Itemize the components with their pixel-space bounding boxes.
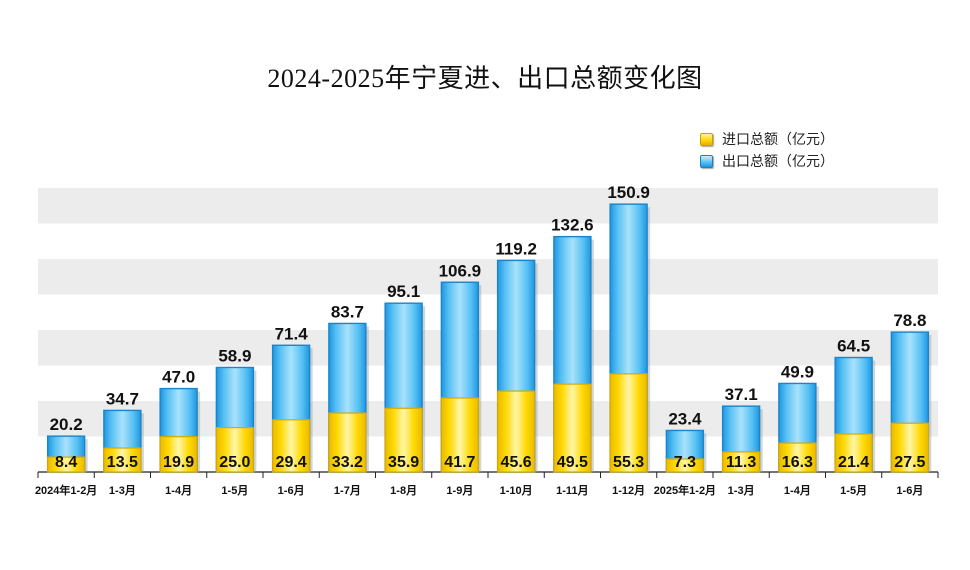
label-export: 64.5 (837, 337, 870, 356)
grid-band (38, 223, 938, 259)
label-import: 27.5 (894, 454, 925, 471)
label-import: 19.9 (163, 454, 194, 471)
label-import: 55.3 (613, 454, 644, 471)
label-import: 35.9 (388, 454, 419, 471)
label-import: 29.4 (276, 454, 307, 471)
x-tick-label: 2025年1-2月 (654, 483, 716, 497)
bar-import (215, 427, 254, 473)
label-import: 25.0 (219, 454, 250, 471)
x-tick-label: 1-5月 (221, 484, 248, 497)
bar-import (440, 397, 479, 473)
label-import: 8.4 (55, 454, 77, 471)
grid-band (38, 330, 938, 366)
label-export: 58.9 (218, 346, 251, 365)
x-tick-label: 1-8月 (390, 484, 417, 497)
label-export: 34.7 (106, 389, 139, 408)
label-export: 23.4 (668, 409, 702, 428)
label-export: 106.9 (439, 261, 482, 280)
label-import: 49.5 (557, 454, 588, 471)
bar-import (890, 422, 929, 473)
grid-band (38, 188, 938, 224)
x-tick-label: 2024年1-2月 (35, 483, 97, 497)
bar-import (497, 390, 536, 473)
label-export: 119.2 (495, 239, 537, 258)
label-export: 78.8 (893, 311, 926, 330)
x-tick-label: 1-12月 (612, 484, 645, 497)
bar-import (722, 451, 761, 473)
x-tick-label: 1-7月 (334, 484, 361, 497)
label-export: 71.4 (275, 324, 309, 343)
x-tick-label: 1-6月 (896, 484, 923, 497)
legend-label-export: 出口总额（亿元） (722, 154, 834, 170)
x-tick-label: 1-3月 (728, 484, 755, 497)
bar-import (834, 433, 873, 473)
bar-import (553, 383, 592, 473)
label-import: 16.3 (782, 454, 813, 471)
label-export: 83.7 (331, 302, 364, 321)
legend: 进口总额（亿元） 出口总额（亿元） (700, 128, 834, 172)
legend-swatch-import (700, 132, 713, 146)
grid-band (38, 294, 938, 330)
bar-import (609, 373, 648, 473)
label-export: 132.6 (551, 216, 594, 235)
label-export: 49.9 (781, 362, 814, 381)
label-import: 41.7 (444, 454, 475, 471)
bar-import (272, 419, 311, 473)
legend-item-import: 进口总额（亿元） (700, 128, 834, 150)
label-export: 150.9 (607, 183, 650, 202)
label-import: 7.3 (674, 454, 696, 471)
x-tick-label: 1-9月 (446, 484, 473, 497)
label-import: 21.4 (838, 454, 869, 471)
bar-import (328, 412, 367, 473)
bar-import (665, 458, 704, 473)
x-tick-label: 1-4月 (165, 484, 192, 497)
x-tick-label: 1-5月 (840, 484, 867, 497)
x-tick-label: 1-10月 (500, 484, 533, 497)
legend-label-import: 进口总额（亿元） (722, 132, 834, 148)
bar-import (778, 442, 817, 473)
legend-swatch-export (700, 154, 713, 168)
bar-import (103, 447, 142, 473)
label-import: 11.3 (726, 454, 756, 471)
bar-import (159, 436, 198, 473)
label-import: 13.5 (107, 454, 138, 471)
x-tick-label: 1-11月 (556, 484, 588, 497)
bar-import (384, 407, 423, 473)
x-tick-label: 1-3月 (109, 484, 136, 497)
chart-title: 2024-2025年宁夏进、出口总额变化图 (267, 64, 703, 93)
grid-band (38, 259, 938, 295)
bar-import (47, 456, 86, 473)
label-import: 33.2 (332, 454, 363, 471)
label-export: 47.0 (162, 368, 195, 387)
label-export: 37.1 (725, 385, 758, 404)
label-export: 95.1 (387, 282, 420, 301)
legend-item-export: 出口总额（亿元） (700, 150, 834, 172)
x-tick-label: 1-4月 (784, 484, 811, 497)
label-import: 45.6 (501, 454, 532, 471)
x-tick-label: 1-6月 (278, 484, 305, 497)
label-export: 20.2 (50, 415, 83, 434)
